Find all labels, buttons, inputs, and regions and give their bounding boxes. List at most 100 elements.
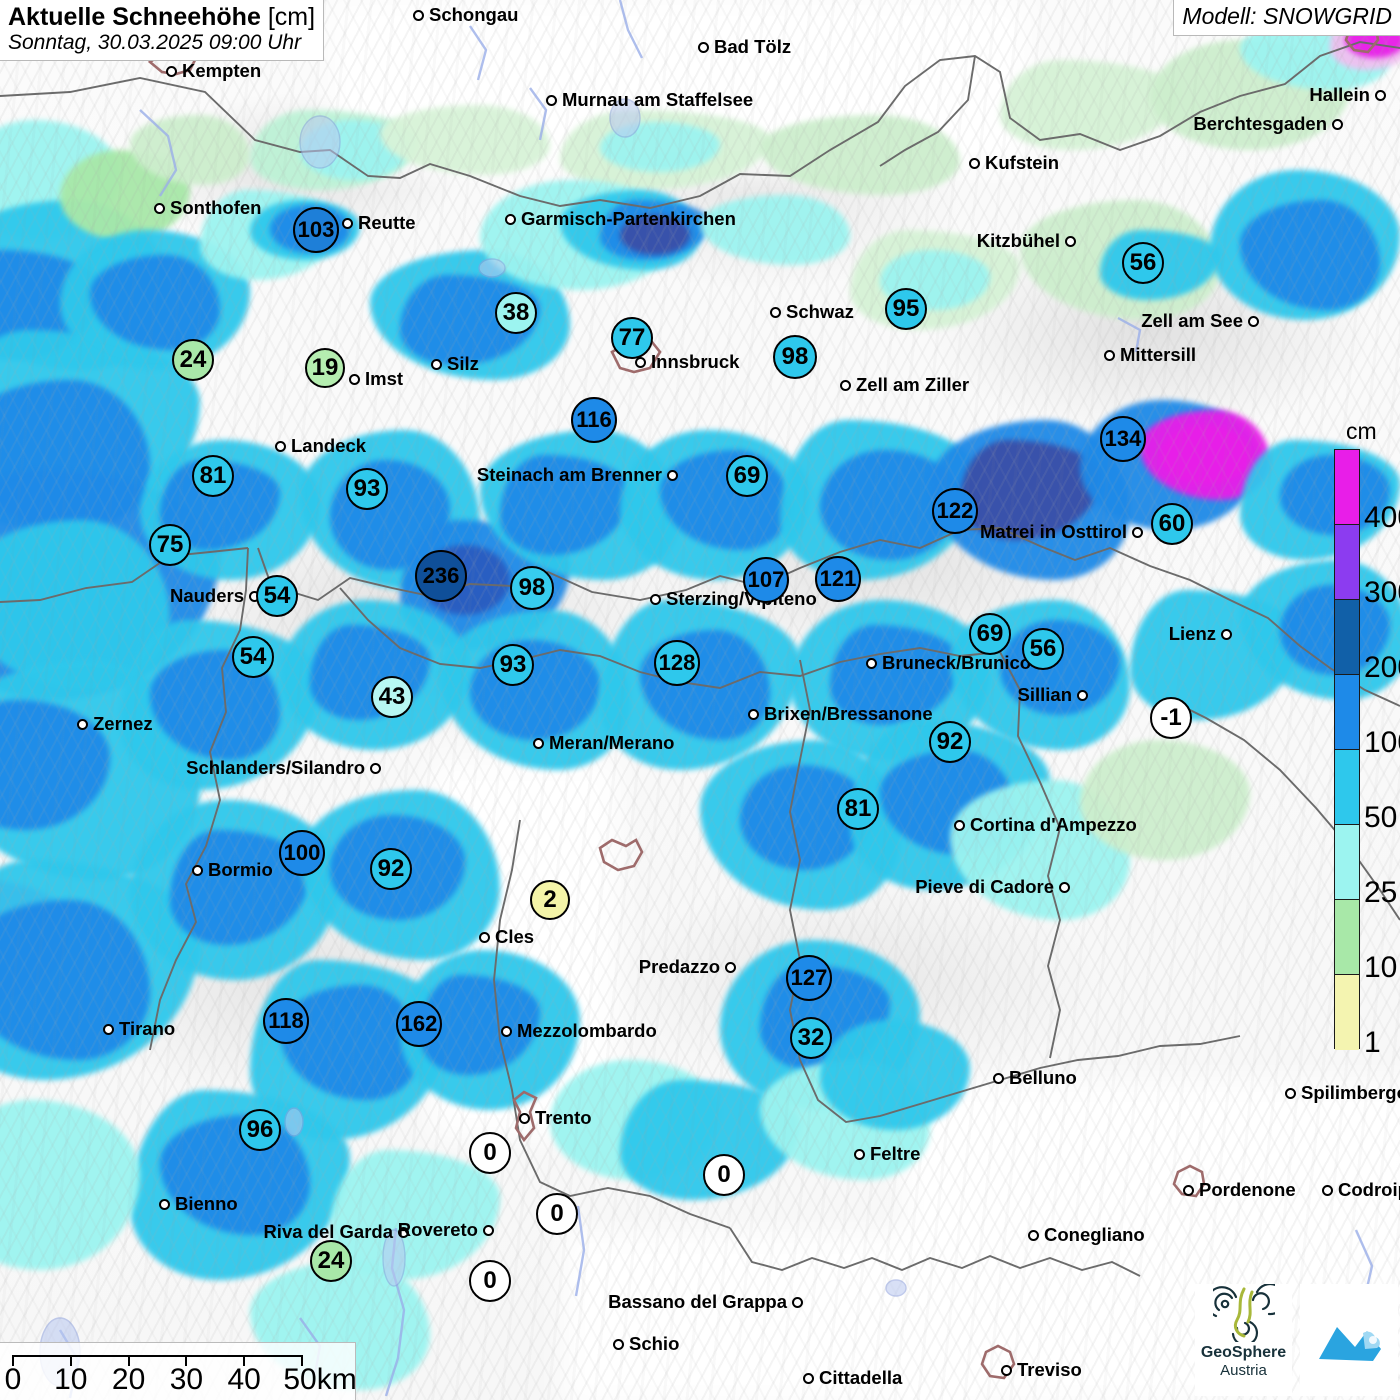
city-label: Kempten — [166, 60, 261, 82]
station-value-marker[interactable]: 122 — [932, 488, 978, 534]
station-value-marker[interactable]: 92 — [370, 848, 412, 890]
title-main-text: Aktuelle Schneehöhe — [8, 3, 261, 31]
snow-field-blob — [620, 215, 690, 255]
city-label: Predazzo — [639, 956, 736, 978]
station-value-marker[interactable]: 96 — [239, 1109, 281, 1151]
city-label: Cles — [479, 926, 534, 948]
city-name: Sillian — [1017, 684, 1073, 705]
scalebar-tick — [127, 1355, 130, 1366]
station-value-marker[interactable]: 60 — [1151, 503, 1193, 545]
lowland-mask-south — [560, 1230, 980, 1400]
station-value-marker[interactable]: 0 — [703, 1154, 745, 1196]
city-point-icon — [792, 1296, 803, 1308]
city-point-icon — [954, 819, 965, 831]
city-point-icon — [103, 1023, 114, 1035]
station-value-marker[interactable]: 98 — [510, 566, 554, 610]
station-value-marker[interactable]: 75 — [149, 524, 191, 566]
city-name: Reutte — [358, 212, 416, 233]
city-label: Zernez — [77, 713, 153, 735]
station-value-marker[interactable]: 93 — [346, 468, 388, 510]
station-value-marker[interactable]: 56 — [1022, 628, 1064, 670]
city-name: Schlanders/Silandro — [186, 757, 365, 778]
city-point-icon — [1375, 89, 1386, 101]
station-value-marker[interactable]: 127 — [786, 955, 832, 1001]
station-value-marker[interactable]: 2 — [530, 880, 570, 920]
station-value-marker[interactable]: -1 — [1150, 697, 1192, 739]
city-name: Hallein — [1309, 84, 1370, 105]
city-label: Berchtesgaden — [1193, 113, 1343, 135]
station-value-marker[interactable]: 116 — [571, 397, 617, 443]
scalebar-tick — [301, 1355, 303, 1366]
city-name: Zell am See — [1141, 310, 1243, 331]
city-name: Cittadella — [819, 1367, 903, 1388]
station-value-marker[interactable]: 54 — [256, 575, 298, 617]
snow-field-blob — [1160, 425, 1250, 485]
station-value-marker[interactable]: 81 — [192, 455, 234, 497]
city-name: Treviso — [1017, 1359, 1082, 1380]
city-point-icon — [993, 1072, 1004, 1084]
city-point-icon — [349, 373, 360, 385]
city-label: Steinach am Brenner — [477, 464, 678, 486]
station-value-marker[interactable]: 128 — [654, 640, 700, 686]
station-value-marker[interactable]: 103 — [293, 207, 339, 253]
scalebar-tick — [185, 1355, 188, 1366]
station-value-marker[interactable]: 24 — [310, 1240, 352, 1282]
station-value-marker[interactable]: 77 — [611, 317, 653, 359]
station-value-marker[interactable]: 0 — [536, 1193, 578, 1235]
station-value-marker[interactable]: 100 — [279, 830, 325, 876]
city-name: Garmisch-Partenkirchen — [521, 208, 736, 229]
city-name: Silz — [447, 353, 479, 374]
city-label: Conegliano — [1028, 1224, 1145, 1246]
city-label: Trento — [519, 1107, 592, 1129]
city-label: Schwaz — [770, 301, 854, 323]
station-value-marker[interactable]: 0 — [469, 1260, 511, 1302]
city-name: Pieve di Cadore — [915, 876, 1054, 897]
station-value-marker[interactable]: 93 — [492, 644, 534, 686]
station-value-marker[interactable]: 0 — [469, 1132, 511, 1174]
city-name: Berchtesgaden — [1193, 113, 1327, 134]
city-point-icon — [1001, 1364, 1012, 1376]
city-point-icon — [431, 358, 442, 370]
city-point-icon — [1028, 1229, 1039, 1241]
station-value-marker[interactable]: 162 — [396, 1001, 442, 1047]
city-point-icon — [1077, 689, 1088, 701]
city-name: Sonthofen — [170, 197, 262, 218]
station-value-marker[interactable]: 32 — [790, 1017, 832, 1059]
station-value-marker[interactable]: 118 — [263, 998, 309, 1044]
station-value-marker[interactable]: 56 — [1122, 242, 1164, 284]
station-value-marker[interactable]: 92 — [929, 721, 971, 763]
legend-band — [1335, 975, 1359, 1050]
city-point-icon — [725, 961, 736, 973]
station-value-marker[interactable]: 81 — [837, 788, 879, 830]
station-value-marker[interactable]: 38 — [495, 292, 537, 334]
station-value-marker[interactable]: 121 — [815, 556, 861, 602]
station-value-marker[interactable]: 134 — [1100, 416, 1146, 462]
station-value-marker[interactable]: 19 — [305, 348, 345, 388]
station-value-marker[interactable]: 98 — [773, 335, 817, 379]
city-name: Trento — [535, 1107, 592, 1128]
city-point-icon — [1248, 315, 1259, 327]
city-label: Feltre — [854, 1143, 920, 1165]
city-name: Murnau am Staffelsee — [562, 89, 754, 110]
station-value-marker[interactable]: 69 — [726, 455, 768, 497]
city-name: Bruneck/Brunico — [882, 652, 1032, 673]
legend-tick-label: 1 — [1364, 1026, 1381, 1059]
legend-band — [1335, 675, 1359, 750]
station-value-marker[interactable]: 43 — [371, 676, 413, 718]
city-point-icon — [77, 718, 88, 730]
city-name: Belluno — [1009, 1067, 1077, 1088]
legend-tick-label: 100 — [1364, 726, 1400, 759]
snow-field-blob — [1080, 740, 1250, 860]
city-name: Predazzo — [638, 956, 720, 977]
station-value-marker[interactable]: 236 — [415, 550, 467, 602]
station-value-marker[interactable]: 107 — [743, 557, 789, 603]
station-value-marker[interactable]: 54 — [232, 636, 274, 678]
station-value-marker[interactable]: 24 — [172, 339, 214, 381]
city-point-icon — [483, 1224, 494, 1236]
station-value-marker[interactable]: 95 — [885, 288, 927, 330]
city-point-icon — [667, 469, 678, 481]
city-label: Riva del Garda — [263, 1221, 409, 1243]
legend-colorbar: cm 400 300 200 100 50 25 10 1 — [1324, 418, 1400, 1064]
station-value-marker[interactable]: 69 — [969, 613, 1011, 655]
